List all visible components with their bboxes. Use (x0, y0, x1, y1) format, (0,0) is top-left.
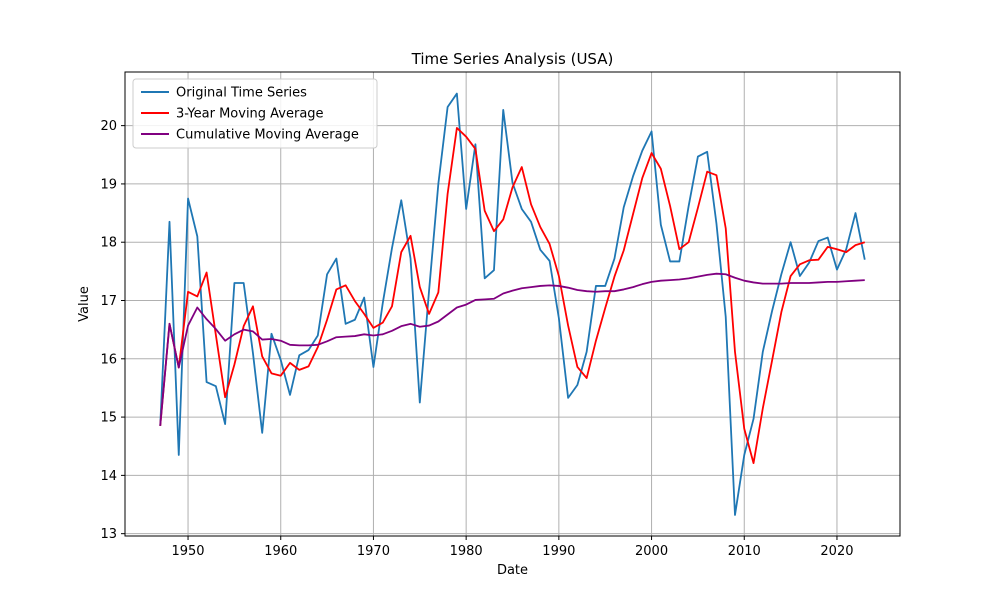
plot-frame (124, 71, 901, 537)
y-tick-label: 15 (100, 411, 117, 426)
x-tick-label: 1950 (171, 544, 204, 559)
y-tick-label: 20 (100, 119, 117, 134)
legend-label-cumulative-moving-average: Cumulative Moving Average (176, 128, 359, 143)
x-tick-label: 1960 (264, 544, 297, 559)
y-tick-label: 18 (100, 236, 117, 251)
y-tick-label: 19 (100, 177, 117, 192)
series-lines (159, 92, 866, 516)
legend-label-3-year-moving-average: 3-Year Moving Average (176, 107, 324, 122)
x-tick-label: 2010 (728, 544, 761, 559)
series-line-3-year-moving-average (159, 127, 866, 465)
x-tick-label: 2000 (635, 544, 668, 559)
x-tick-label: 1970 (357, 544, 390, 559)
x-tick-label: 2020 (820, 544, 853, 559)
y-axis-label: Value (77, 286, 92, 322)
legend-box (132, 78, 378, 149)
legend: Original Time Series 3-Year Moving Averag… (132, 78, 378, 149)
y-tick-label: 16 (100, 352, 117, 367)
legend-label-original-time-series: Original Time Series (176, 86, 307, 101)
axis-ticks: 1950 1960 1970 1980 1990 2000 2010 2020 13 14 15 16… (100, 119, 853, 559)
x-tick-label: 1980 (450, 544, 483, 559)
y-tick-label: 13 (100, 527, 117, 542)
y-tick-label: 14 (100, 469, 117, 484)
y-tick-label: 17 (100, 294, 117, 309)
x-axis-label: Date (497, 563, 528, 578)
series-line-cumulative-moving-average (159, 272, 865, 426)
chart-title: Time Series Analysis (USA) (411, 50, 614, 68)
x-tick-label: 1990 (542, 544, 575, 559)
